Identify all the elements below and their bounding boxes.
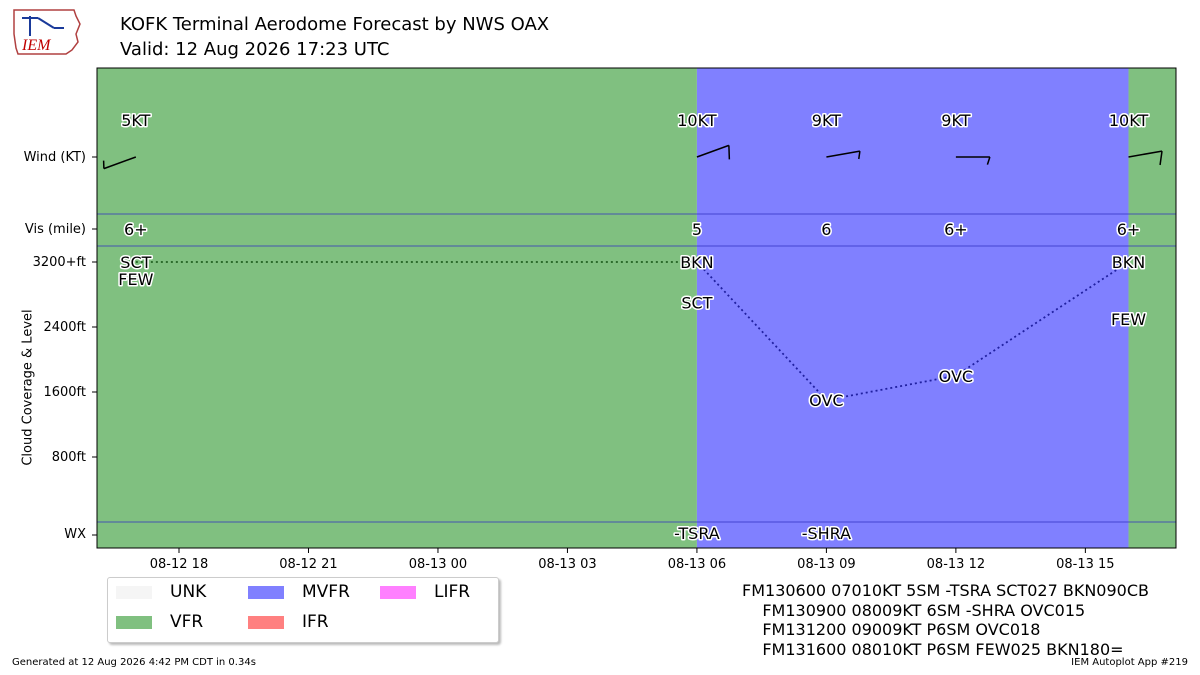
flight-category-bands [97,68,1176,548]
wind-barb-staff [826,150,861,158]
weather-label: -SHRA [802,524,851,543]
plot-frame [96,67,1177,549]
weather-label: -TSRA [674,524,720,543]
wind-barb-staff [1128,150,1163,158]
cloud-cover-label: BKN [680,253,713,272]
legend-swatch-mvfr [248,585,284,599]
ytick-800: 800ft [51,450,86,465]
legend-swatch-vfr [116,615,152,629]
legend-swatch-lifr [380,585,416,599]
iem-logo: IEM [13,9,81,55]
logo-text: IEM [21,37,52,54]
x-tick-label: 08-13 09 [797,557,855,572]
y-axis-title: Cloud Coverage & Level [20,309,36,466]
visibility-label: 5 [692,220,702,239]
x-tick-label: 08-12 21 [279,557,337,572]
legend-ifr: IFR [248,612,329,632]
wind-speed-label: 5KT [121,111,150,130]
legend-unk: UNK [116,582,206,602]
category-band-mvfr [696,68,1129,548]
ytick-2400: 2400ft [43,320,86,335]
footer-generated: Generated at 12 Aug 2026 4:42 PM CDT in … [12,657,256,668]
wind-barb-feather [986,156,991,165]
cloud-cover-label: FEW [118,270,153,289]
wind-speed-label: 10KT [677,111,717,130]
legend: UNK VFR MVFR IFR LIFR [107,577,499,643]
chart-title: KOFK Terminal Aerodome Forecast by NWS O… [120,12,549,62]
legend-vfr: VFR [116,612,203,632]
wind-barb-feather [858,150,861,160]
cloud-cover-label: OVC [809,391,843,410]
cloud-cover-label: SCT [120,253,151,272]
x-tick-label: 08-12 18 [150,557,208,572]
title-line-2: Valid: 12 Aug 2026 17:23 UTC [120,39,390,60]
x-tick-label: 08-13 15 [1056,557,1114,572]
taf-line-4: FM131600 08010KT P6SM FEW025 BKN180= [742,639,1124,659]
legend-label-mvfr: MVFR [302,582,350,602]
cloud-cover-label: SCT [681,294,712,313]
title-line-1: KOFK Terminal Aerodome Forecast by NWS O… [120,14,550,35]
legend-label-ifr: IFR [302,612,329,632]
visibility-label: 6+ [124,220,148,239]
taf-line-1: FM130600 07010KT 5SM -TSRA SCT027 BKN090… [742,581,1149,600]
wind-speed-label: 10KT [1109,111,1149,130]
cloud-cover-label: OVC [939,367,973,386]
wind-speed-label: 9KT [812,111,841,130]
wind-barb-feather [1159,150,1163,166]
row-dividers [97,213,1176,523]
visibility-label: 6+ [1117,220,1141,239]
x-tick-label: 08-13 03 [538,557,596,572]
x-tick-label: 08-13 12 [927,557,985,572]
legend-swatch-ifr [248,615,284,629]
wind-barb-staff [696,144,730,158]
legend-mvfr: MVFR [248,582,350,602]
cloud-cover-label: FEW [1111,310,1146,329]
legend-swatch-unk [116,585,152,599]
x-tick-label: 08-13 00 [409,557,467,572]
ylabel-wx: WX [64,527,86,542]
weather-station-icon [22,16,64,36]
category-band-vfr [1128,68,1176,548]
x-tick-label: 08-13 06 [668,557,726,572]
cloud-cover-label: BKN [1112,253,1145,272]
cloud-level-line [135,261,1130,402]
footer-app-id: IEM Autoplot App #219 [1071,657,1188,668]
legend-lifr: LIFR [380,582,470,602]
visibility-label: 6+ [944,220,968,239]
legend-label-vfr: VFR [170,612,204,632]
taf-line-2: FM130900 08009KT 6SM -SHRA OVC015 [742,600,1086,620]
taf-line-3: FM131200 09009KT P6SM OVC018 [742,620,1041,639]
legend-label-unk: UNK [170,582,207,602]
ytick-3200: 3200+ft [32,255,86,270]
ylabel-vis: Vis (mile) [24,222,86,237]
wind-barbs [102,144,1163,170]
visibility-label: 6 [821,220,831,239]
legend-label-lifr: LIFR [434,582,471,602]
wind-barb-staff [103,156,137,170]
axes: 08-12 18 08-12 21 08-13 00 08-13 03 08-13 06… [92,67,1177,572]
ylabel-wind: Wind (KT) [23,150,86,165]
ytick-1600: 1600ft [43,385,86,400]
wind-speed-label: 9KT [941,111,970,130]
category-band-vfr [97,68,697,548]
cloud-line-segment [696,261,828,401]
taf-text: FM130600 07010KT 5SM -TSRA SCT027 BKN090… [742,581,1149,659]
cloud-line-segment [826,374,957,402]
data-labels: 5KT6+SCTFEW10KT5-TSRABKNSCT9KT6-SHRAOVC9… [117,110,1150,545]
